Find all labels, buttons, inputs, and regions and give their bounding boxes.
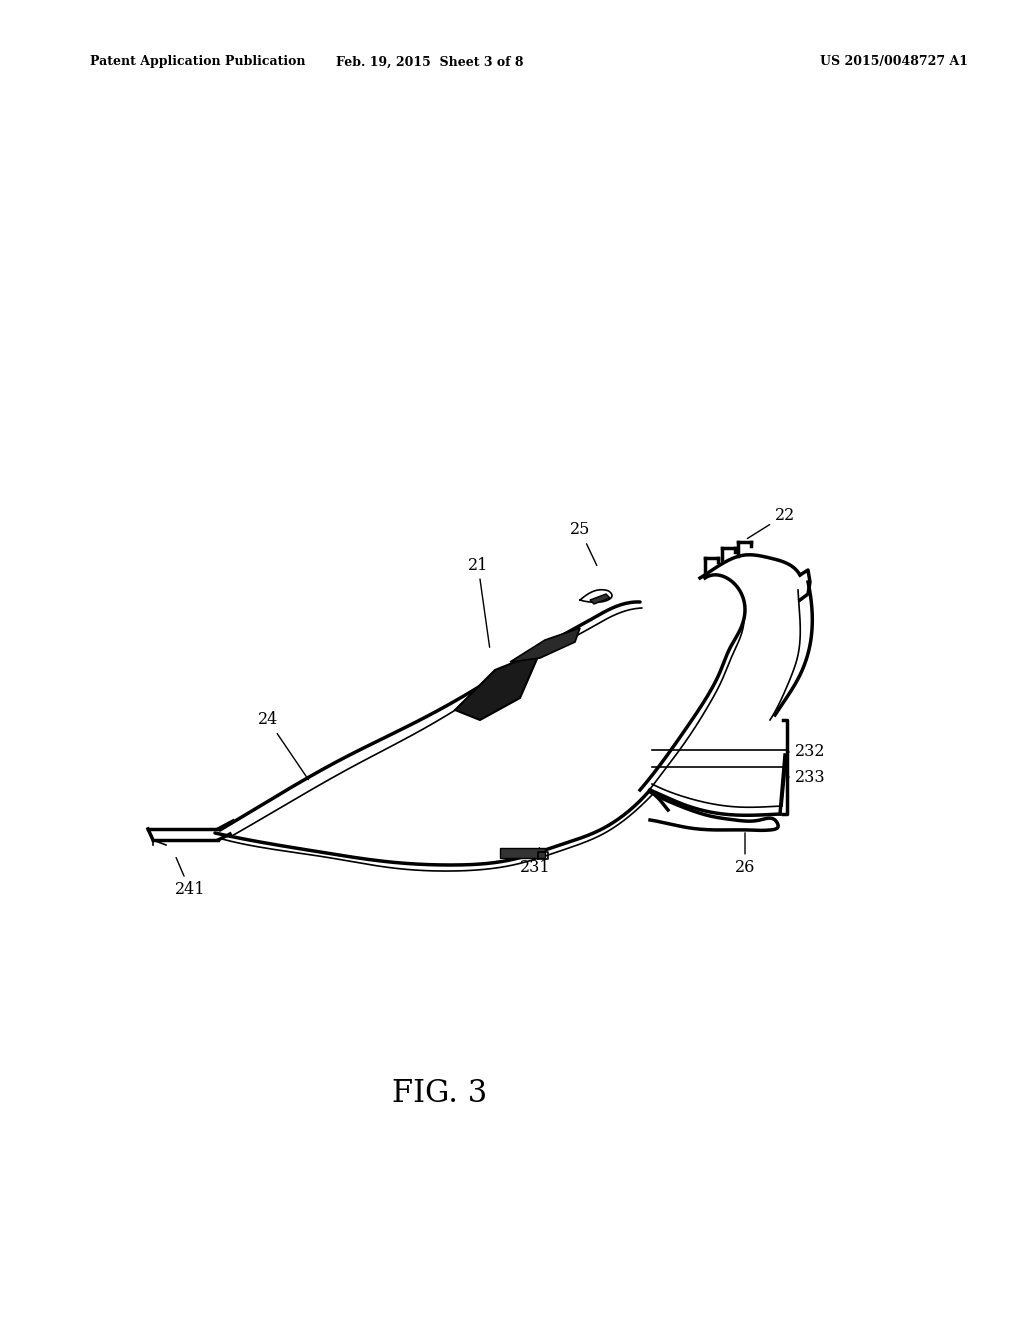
Text: 24: 24 xyxy=(258,711,308,780)
Polygon shape xyxy=(455,652,540,719)
Text: 26: 26 xyxy=(735,833,755,876)
Text: Feb. 19, 2015  Sheet 3 of 8: Feb. 19, 2015 Sheet 3 of 8 xyxy=(336,55,523,69)
Text: US 2015/0048727 A1: US 2015/0048727 A1 xyxy=(820,55,968,69)
Polygon shape xyxy=(590,594,610,605)
Text: 25: 25 xyxy=(569,521,597,565)
Text: 232: 232 xyxy=(787,743,825,760)
Text: 21: 21 xyxy=(468,557,489,647)
Text: 231: 231 xyxy=(520,847,550,876)
Polygon shape xyxy=(500,847,545,858)
Polygon shape xyxy=(510,628,580,663)
Text: 233: 233 xyxy=(787,768,825,785)
Text: FIG. 3: FIG. 3 xyxy=(392,1077,487,1109)
Text: Patent Application Publication: Patent Application Publication xyxy=(90,55,305,69)
Text: 22: 22 xyxy=(748,507,795,539)
Text: 241: 241 xyxy=(175,858,205,899)
